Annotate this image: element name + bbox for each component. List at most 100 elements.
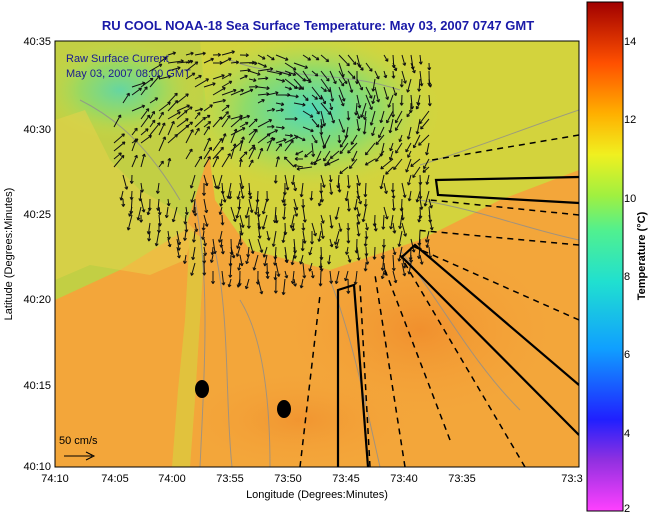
current-vector (383, 86, 390, 100)
map-frame (54, 40, 580, 468)
current-vector (257, 62, 267, 68)
current-vector (219, 198, 224, 207)
current-vector (185, 61, 199, 72)
current-vector (397, 246, 403, 262)
current-vector (218, 206, 223, 216)
current-vector (140, 128, 149, 136)
current-vector (388, 150, 394, 161)
current-vector (350, 134, 358, 145)
current-vector (360, 102, 367, 118)
current-vector (375, 150, 385, 162)
current-vector (385, 166, 394, 175)
current-vector (323, 150, 331, 162)
current-vector (273, 174, 278, 184)
current-vector (212, 146, 224, 160)
current-vector (392, 246, 397, 256)
current-vector (329, 102, 334, 111)
current-vector (185, 148, 193, 160)
current-vector (190, 262, 196, 276)
current-vector (182, 254, 187, 264)
current-vector (310, 158, 322, 165)
current-vector (338, 78, 345, 87)
current-vector (329, 238, 334, 248)
current-vector (236, 238, 241, 249)
current-vector (221, 190, 227, 203)
current-vector (203, 156, 211, 168)
current-vector (347, 142, 358, 154)
current-vector (121, 198, 126, 207)
current-vector (409, 254, 414, 263)
current-vector (311, 54, 320, 61)
current-vector (176, 124, 190, 136)
current-vector (183, 214, 188, 225)
x-tick-label: 73:3 (561, 473, 582, 485)
current-vector (271, 230, 277, 247)
current-vector (365, 86, 373, 99)
y-tick-label: 40:20 (23, 294, 51, 306)
current-vector (122, 174, 129, 190)
current-vector (329, 86, 335, 102)
current-vector (245, 254, 250, 265)
current-vector (194, 112, 201, 120)
current-vector (167, 66, 181, 72)
current-vector (346, 198, 351, 212)
current-vector (190, 190, 196, 203)
current-vector (203, 104, 213, 112)
current-vector (309, 190, 314, 201)
current-vector (284, 254, 289, 264)
current-vector (154, 230, 160, 247)
current-vector (406, 126, 412, 140)
current-vector (185, 106, 193, 112)
legend-line-2: May 03, 2007 08:00 GMT (66, 68, 191, 80)
current-vector (407, 174, 412, 186)
current-vector (410, 238, 416, 253)
current-vector (131, 127, 138, 136)
current-vector (401, 70, 407, 84)
current-vector (191, 230, 196, 243)
current-vector (149, 97, 159, 104)
current-vector (203, 82, 216, 88)
current-vector (266, 54, 275, 61)
current-vector (257, 119, 273, 128)
current-vector (212, 98, 226, 104)
current-vector (327, 254, 332, 265)
current-vector (391, 254, 396, 272)
current-vector (362, 118, 367, 135)
current-vector (166, 198, 171, 207)
current-vector (257, 133, 271, 144)
current-vector (337, 182, 342, 193)
current-vector (238, 230, 243, 246)
current-vector (410, 158, 421, 168)
current-vector (275, 70, 292, 77)
current-vector (140, 153, 146, 168)
current-vector (299, 254, 304, 265)
current-vector (236, 278, 241, 288)
current-vector (239, 254, 244, 267)
current-vector (420, 118, 430, 130)
current-vector (379, 174, 385, 190)
current-vector (176, 110, 188, 120)
current-vector (318, 270, 323, 287)
current-vector (266, 136, 274, 152)
current-vector (167, 134, 178, 144)
current-vector (281, 278, 286, 296)
current-vector (284, 135, 299, 144)
current-vector (139, 214, 144, 223)
current-vector (419, 254, 424, 265)
y-tick-label: 40:25 (23, 209, 51, 221)
current-vector (248, 198, 254, 213)
current-vector (131, 138, 138, 152)
current-vector (284, 86, 293, 91)
current-vector (320, 54, 330, 63)
current-vector (329, 182, 334, 195)
current-vector (131, 104, 146, 112)
current-vector (423, 158, 430, 170)
colorbar-tick-label: 10 (624, 193, 636, 205)
y-axis-ticks: 40:35 40:30 40:25 40:20 40:15 40:10 (23, 36, 51, 473)
current-vector (212, 116, 223, 128)
current-vector (365, 254, 370, 265)
current-vector (333, 230, 340, 245)
current-vector (356, 190, 363, 205)
current-vector (418, 134, 430, 146)
